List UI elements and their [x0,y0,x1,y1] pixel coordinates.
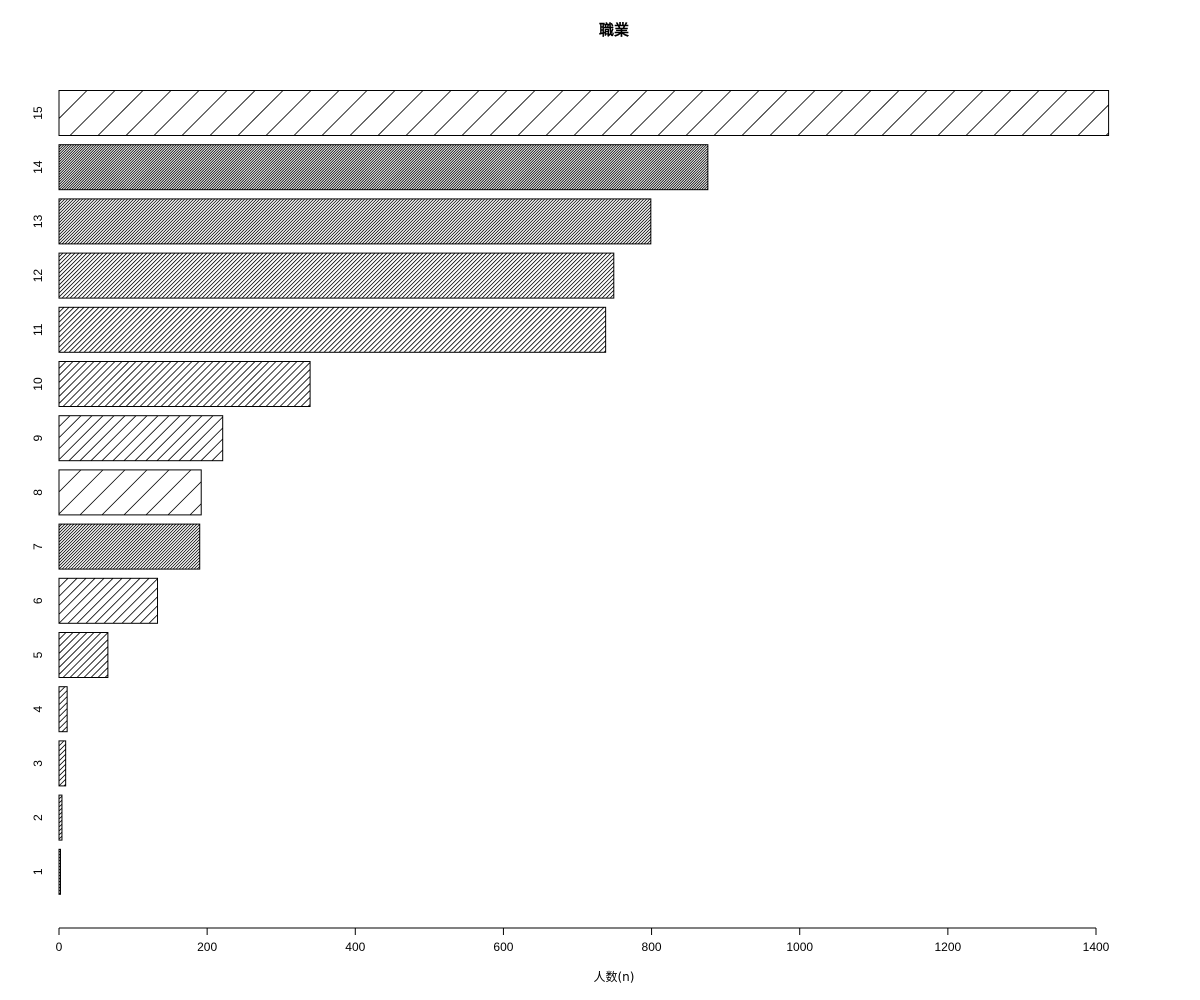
x-tick-label-1000: 1000 [786,940,813,954]
y-tick-label-9: 9 [31,435,45,442]
y-tick-label-11: 11 [31,323,45,336]
bar-hatch-13 [59,198,651,244]
y-tick-label-10: 10 [31,377,45,391]
y-tick-label-5: 5 [31,651,45,658]
y-tick-label-6: 6 [31,597,45,604]
bar-hatch-14 [59,144,708,190]
bar-hatch-8 [59,469,202,515]
y-tick-label-4: 4 [31,706,45,713]
x-tick-label-600: 600 [493,940,513,954]
y-tick-label-7: 7 [31,543,45,550]
x-tick-label-400: 400 [345,940,365,954]
bar-9 [58,415,224,462]
x-tick-label-800: 800 [642,940,662,954]
bar-hatch-4 [59,686,68,732]
bar-hatch-3 [59,740,66,786]
bar-10 [58,361,311,407]
y-tick-label-3: 3 [31,760,45,767]
bar-13 [58,198,652,245]
bar-hatch-9 [59,415,223,461]
bar-2 [58,794,63,841]
bar-4 [58,686,68,733]
bars-group [58,90,1110,895]
bar-5 [58,632,109,678]
y-tick-label-13: 13 [31,214,45,228]
bar-6 [58,577,159,624]
y-tick-label-8: 8 [31,489,45,496]
bar-hatch-15 [59,90,1109,136]
bar-14 [58,144,709,191]
x-axis-label: 人数(n) [594,969,635,984]
bar-15 [58,90,1110,136]
y-tick-label-1: 1 [31,868,45,875]
bar-3 [58,740,67,787]
y-tick-label-14: 14 [31,160,45,174]
bar-hatch-12 [59,253,614,299]
x-tick-label-1200: 1200 [935,940,962,954]
bar-8 [58,469,202,516]
x-tick-label-200: 200 [197,940,217,954]
y-tick-label-2: 2 [31,814,45,821]
x-tick-label-1400: 1400 [1083,940,1110,954]
bar-hatch-7 [59,524,200,570]
bar-hatch-11 [59,307,606,353]
x-tick-label-0: 0 [56,940,63,954]
x-axis: 0 200 400 600 800 1000 1200 1400 [56,927,1110,954]
bar-12 [58,252,615,299]
bar-7 [58,523,201,570]
bar-11 [58,306,607,353]
chart-title: 職業 [599,21,630,39]
bar-hatch-10 [59,361,311,407]
y-tick-label-15: 15 [31,106,45,120]
y-tick-label-12: 12 [31,269,45,283]
bar-1 [58,848,61,895]
bar-hatch-6 [59,578,158,624]
